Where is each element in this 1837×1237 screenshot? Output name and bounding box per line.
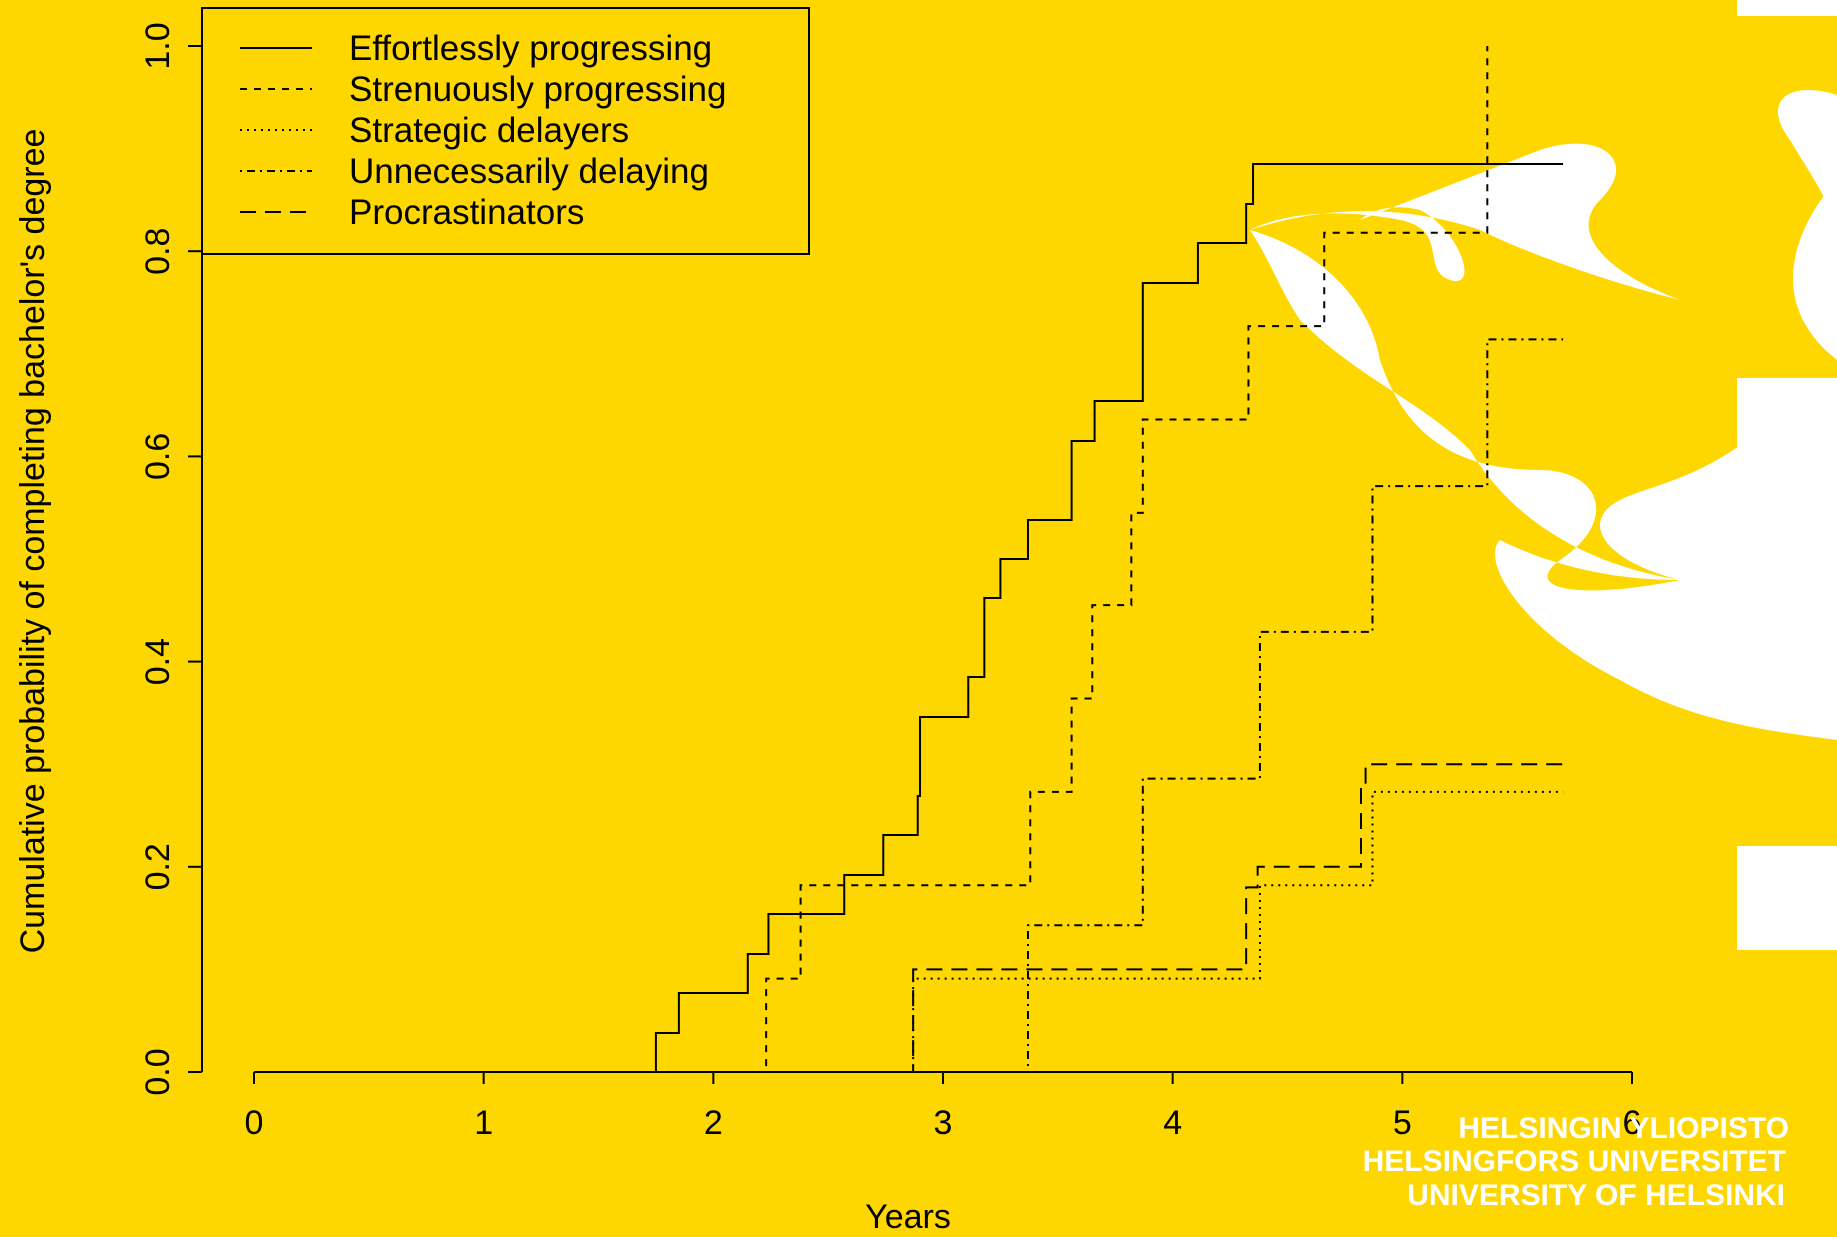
university-name-swedish: HELSINGFORS UNIVERSITET <box>1363 1145 1786 1178</box>
flame-tongue-upper <box>1777 90 1837 250</box>
legend-entry-label: Strenuously progressing <box>349 70 726 109</box>
series-line-strenuously-progressing <box>254 46 1489 1073</box>
x-tick-label: 2 <box>704 1104 723 1142</box>
flame-tongue-right <box>1793 180 1837 360</box>
flame-bar-bottom <box>1737 846 1837 950</box>
legend-entry-label: Unnecessarily delaying <box>349 152 709 191</box>
legend-entry-label: Procrastinators <box>349 193 584 232</box>
y-tick-label: 0.0 <box>139 1048 177 1095</box>
university-flame-logo <box>1250 0 1837 950</box>
legend-entry-label: Strategic delayers <box>349 111 629 150</box>
y-tick-label: 0.6 <box>139 433 177 480</box>
x-tick-label: 5 <box>1393 1104 1412 1142</box>
x-tick-label: 6 <box>1623 1104 1642 1142</box>
series-line-strategic-delayers <box>254 790 1564 1073</box>
x-axis-label: Years <box>865 1198 951 1232</box>
chart-series <box>254 46 1564 1073</box>
y-tick-label: 0.2 <box>139 843 177 890</box>
y-tick-label: 1.0 <box>139 22 177 69</box>
x-tick-label: 3 <box>934 1104 953 1142</box>
y-tick-label: 0.4 <box>139 638 177 685</box>
flame-bar-top <box>1737 0 1837 16</box>
series-line-unnecessarily-delaying <box>254 338 1564 1073</box>
university-name-english: UNIVERSITY OF HELSINKI <box>1407 1179 1785 1212</box>
legend-entry-label: Effortlessly progressing <box>349 29 712 68</box>
y-axis-label: Cumulative probability of completing bac… <box>14 129 52 954</box>
series-line-effortlessly-progressing <box>254 162 1564 1073</box>
y-tick-label: 0.8 <box>139 228 177 275</box>
x-tick-label: 1 <box>474 1104 493 1142</box>
flame-tongue-main <box>1250 143 1837 740</box>
x-tick-label: 0 <box>245 1104 264 1142</box>
series-line-procrastinators <box>254 763 1564 1073</box>
x-tick-label: 4 <box>1163 1104 1182 1142</box>
university-name-block: HELSINGIN YLIOPISTO HELSINGFORS UNIVERSI… <box>1363 1112 1789 1212</box>
university-name-finnish: HELSINGIN YLIOPISTO <box>1458 1112 1789 1145</box>
